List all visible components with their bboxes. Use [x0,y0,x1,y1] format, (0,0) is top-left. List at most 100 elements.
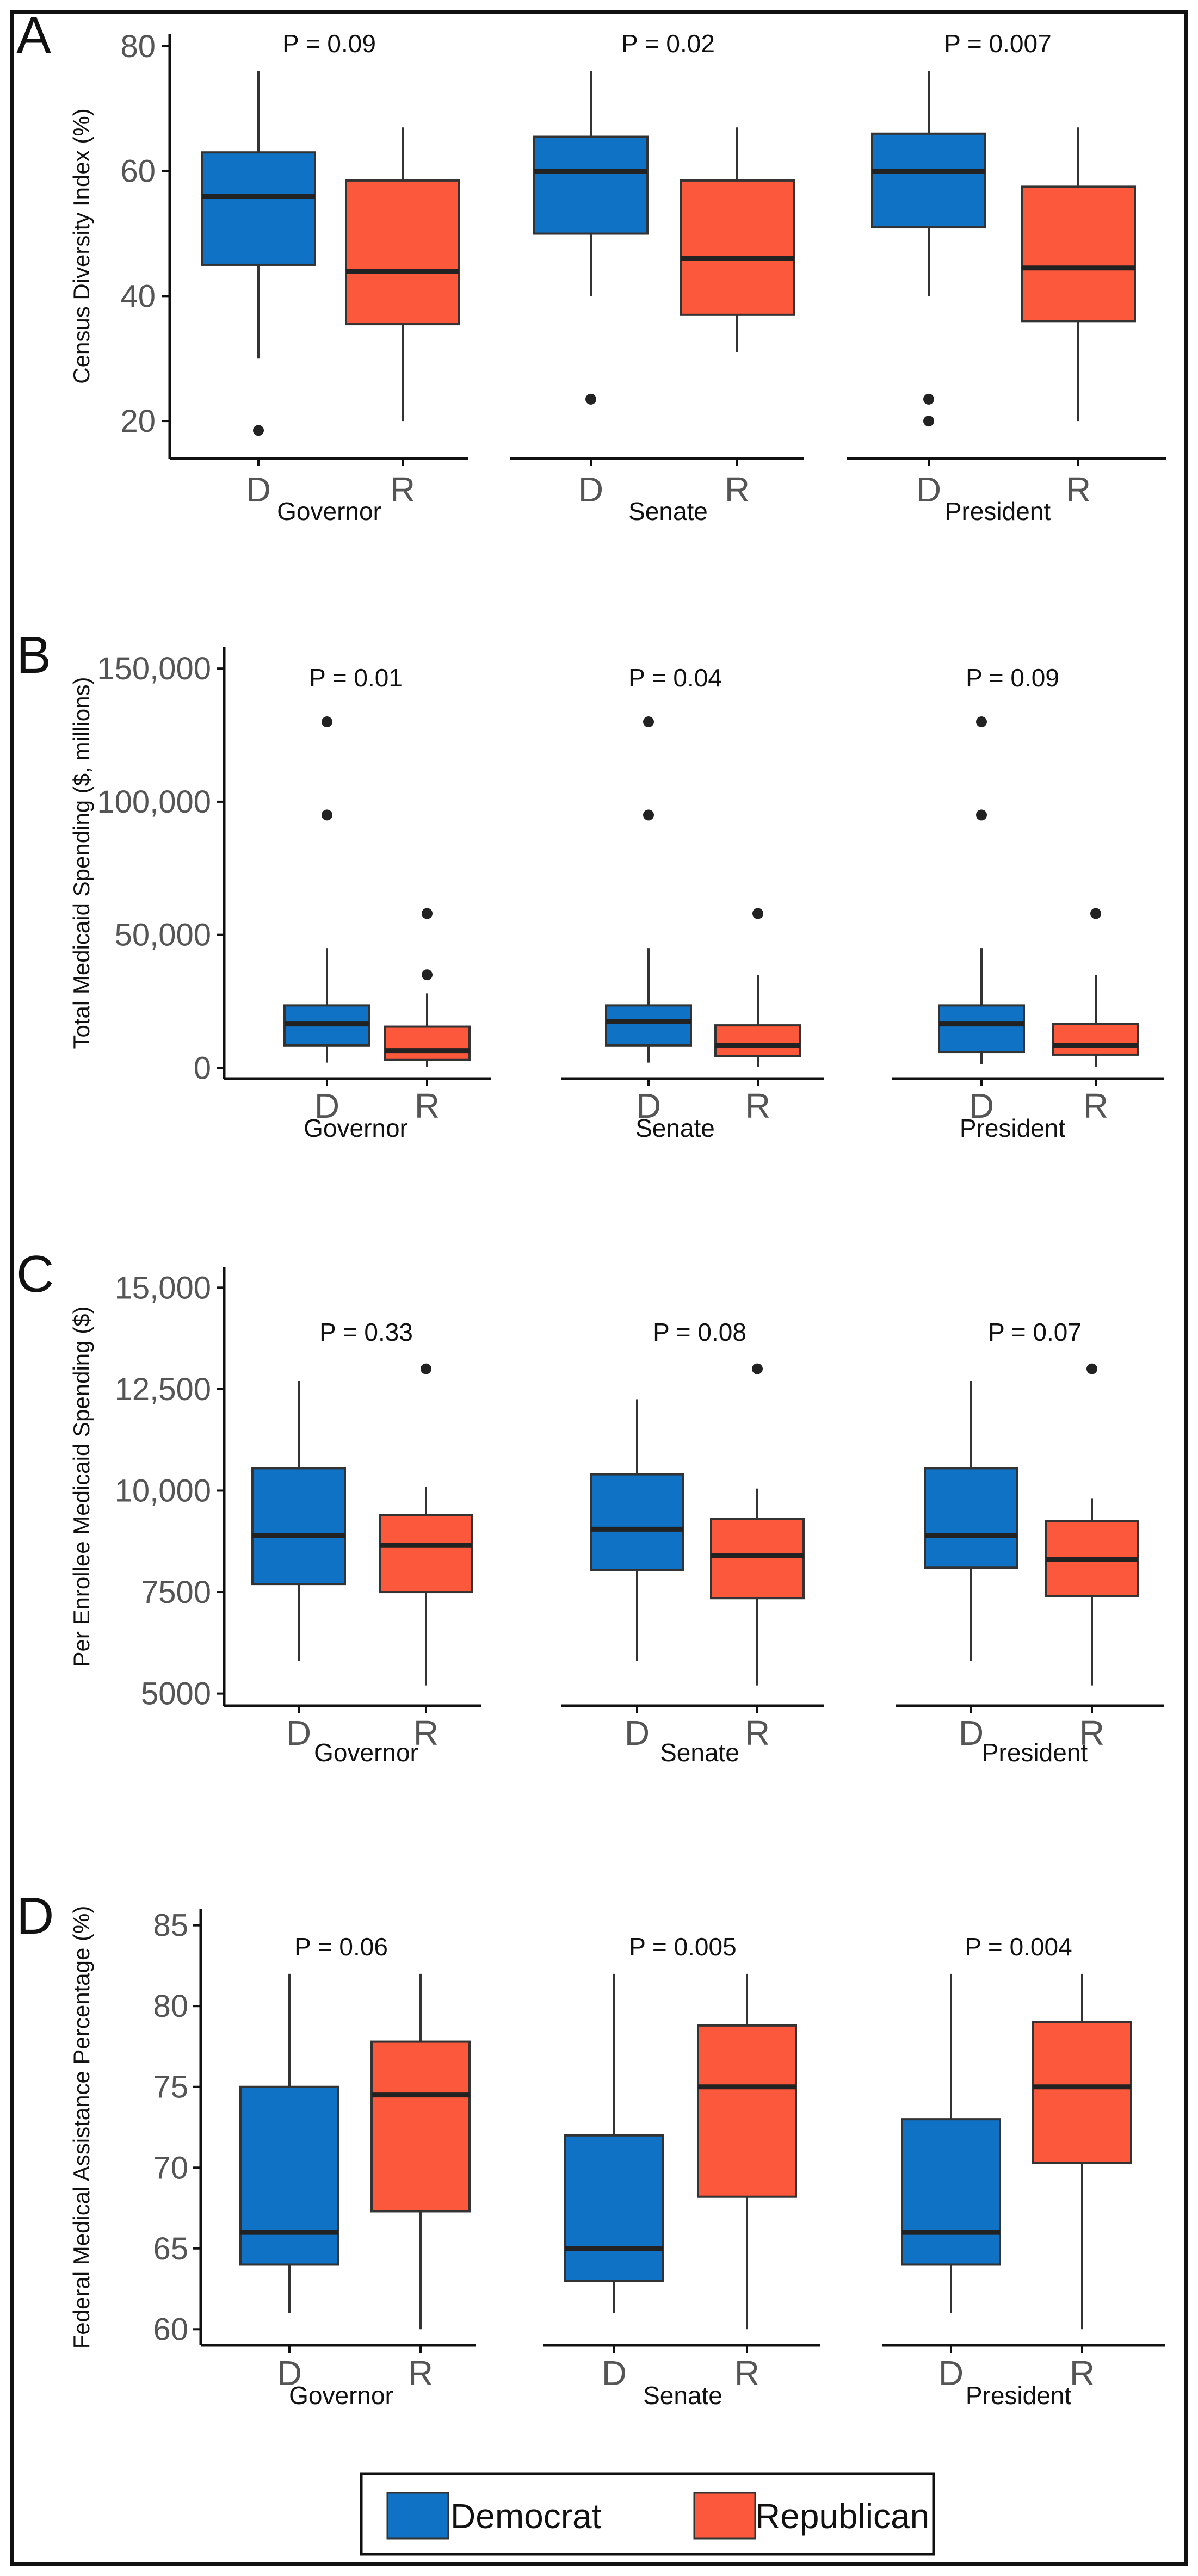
box-d: D [239,1973,339,2393]
y-tick-label: 80 [120,29,156,64]
box-body [710,1518,805,1600]
group-label: President [960,1114,1066,1142]
y-tick-label: 150,000 [97,651,211,686]
group-label: Governor [289,2381,393,2410]
box-r: R [370,1973,471,2393]
outlier-point [923,393,934,405]
group-label: President [982,1738,1088,1767]
group-president: P = 0.09 D R President [892,664,1164,1142]
box-body [564,2134,664,2282]
box-r: R [345,127,460,509]
panel-letter: C [16,1245,54,1303]
box-body [1021,185,1136,323]
outlier-point [422,969,433,981]
p-value-label: P = 0.01 [309,664,403,692]
y-tick-label: 100,000 [97,784,211,820]
outlier-point [923,416,934,427]
legend-swatch-democrat [386,2492,449,2540]
group-senate: P = 0.005 D R Senate [543,1933,820,2410]
p-value-label: P = 0.07 [988,1318,1082,1346]
box-body [370,2040,471,2213]
outlier-point [421,1363,431,1374]
box-body [590,1473,684,1571]
box-r: R [697,1973,797,2393]
box-body [384,1025,471,1061]
group-president: P = 0.007 D R President [847,29,1166,525]
box-d: D [871,71,986,509]
p-value-label: P = 0.005 [629,1933,736,1961]
p-value-label: P = 0.06 [294,1933,388,1961]
box-d: D [251,1380,346,1753]
y-tick-label: 20 [120,404,156,439]
box-d: D [938,716,1025,1125]
p-value-label: P = 0.02 [621,29,715,58]
box-d: D [283,716,370,1125]
p-value-label: P = 0.33 [319,1318,413,1346]
x-tick-label: D [938,2354,964,2393]
p-value-label: P = 0.08 [653,1318,746,1346]
box-body [901,2118,1001,2266]
box-body [251,1467,346,1586]
x-tick-label: D [916,470,941,509]
x-tick-label: R [1066,470,1091,509]
y-tick-label: 85 [153,1908,188,1943]
box-r: R [710,1363,805,1753]
group-label: President [945,497,1051,525]
box-body [1032,2021,1132,2164]
y-tick-label: 75 [153,2070,188,2105]
y-tick-label: 40 [120,278,156,314]
outlier-point [752,1363,763,1374]
x-tick-label: R [745,1086,770,1125]
box-body [714,1024,801,1057]
x-tick-label: R [734,2354,759,2393]
group-governor: P = 0.06 D R Governor [201,1933,476,2410]
panel-letter: D [16,1887,54,1945]
box-body [345,179,460,326]
box-r: R [1021,127,1136,509]
box-body [680,179,795,316]
x-tick-label: R [413,1713,439,1753]
p-value-label: P = 0.004 [965,1933,1072,1961]
box-r: R [1052,908,1139,1125]
box-d: D [533,71,649,509]
x-tick-label: D [959,1713,984,1753]
legend-box [360,2472,935,2556]
outlier-point [322,809,332,821]
x-tick-label: R [390,470,415,509]
panel-d: D Federal Medical Assistance Percentage (… [16,1887,1165,2410]
box-body [938,1004,1025,1054]
outlier-point [643,809,654,821]
box-body [924,1467,1018,1569]
outlier-point [422,908,433,919]
y-tick-label: 7500 [141,1575,211,1610]
panel-b: B Total Medicaid Spending ($, millions) 0 5… [16,626,1164,1142]
y-tick-label: 15,000 [115,1270,211,1305]
box-body [533,135,649,235]
p-value-label: P = 0.007 [944,29,1051,58]
y-tick-label: 60 [120,154,156,189]
x-tick-label: D [969,1086,994,1125]
y-tick-label: 70 [153,2150,188,2185]
outlier-point [752,908,763,919]
x-tick-label: D [246,470,271,509]
y-tick-label: 12,500 [115,1372,211,1407]
box-body [201,151,316,266]
outlier-point [322,716,332,728]
x-tick-label: R [1083,1086,1108,1125]
x-tick-label: R [745,1713,770,1753]
x-tick-label: D [277,2354,302,2393]
box-r: R [714,908,801,1125]
panels: A Census Diversity Index (%) 20 40 60 80 P = 0… [16,7,1166,2410]
y-tick-label: 80 [153,1989,188,2024]
box-d: D [924,1380,1018,1753]
p-value-label: P = 0.04 [628,664,722,692]
group-senate: P = 0.02 D R Senate [510,29,804,525]
box-body [1052,1023,1139,1056]
group-label: Senate [628,497,708,525]
x-tick-label: D [636,1086,661,1125]
y-axis-title: Federal Medical Assistance Percentage (%… [69,1906,94,2349]
legend-label-republican: Republican [755,2497,929,2536]
